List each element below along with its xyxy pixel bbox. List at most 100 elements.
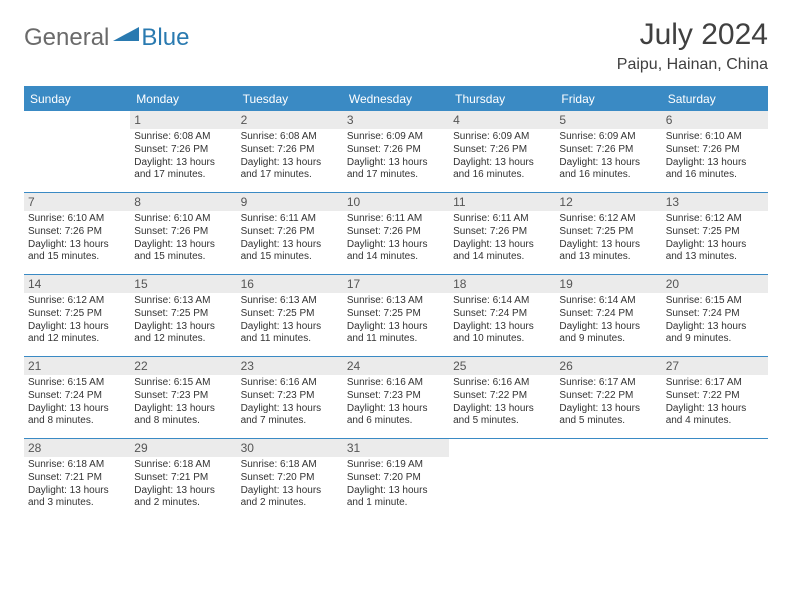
day-details: Sunrise: 6:13 AMSunset: 7:25 PMDaylight:… [347,295,445,346]
day-number: 6 [662,111,768,129]
day-cell: 2 Sunrise: 6:08 AMSunset: 7:26 PMDaylight… [237,111,343,193]
day-cell: 12 Sunrise: 6:12 AMSunset: 7:25 PMDayligh… [555,193,661,275]
day-details: Sunrise: 6:08 AMSunset: 7:26 PMDaylight:… [134,131,232,182]
weekday-header: Sunday [24,87,130,111]
header: General Blue July 2024 Paipu, Hainan, Ch… [24,18,768,74]
day-number: 22 [130,357,236,375]
calendar-page: General Blue July 2024 Paipu, Hainan, Ch… [0,0,792,535]
day-details: Sunrise: 6:10 AMSunset: 7:26 PMDaylight:… [666,131,764,182]
day-cell [24,111,130,193]
day-number: 5 [555,111,661,129]
day-cell: 16 Sunrise: 6:13 AMSunset: 7:25 PMDayligh… [237,275,343,357]
day-number: 16 [237,275,343,293]
day-cell: 1Sunrise: 6:08 AMSunset: 7:26 PMDaylight… [130,111,236,193]
day-number: 21 [24,357,130,375]
day-details: Sunrise: 6:09 AMSunset: 7:26 PMDaylight:… [347,131,445,182]
day-number: 11 [449,193,555,211]
day-number: 12 [555,193,661,211]
day-number: 8 [130,193,236,211]
day-number: 25 [449,357,555,375]
day-details: Sunrise: 6:09 AMSunset: 7:26 PMDaylight:… [559,131,657,182]
day-number: 19 [555,275,661,293]
day-cell: 22 Sunrise: 6:15 AMSunset: 7:23 PMDayligh… [130,357,236,439]
brand-logo: General Blue [24,24,189,52]
day-cell: 7Sunrise: 6:10 AMSunset: 7:26 PMDaylight… [24,193,130,275]
weekday-header-row: SundayMondayTuesdayWednesdayThursdayFrid… [24,87,768,111]
day-number: 31 [343,439,449,457]
day-details: Sunrise: 6:11 AMSunset: 7:26 PMDaylight:… [453,213,551,264]
day-details: Sunrise: 6:12 AMSunset: 7:25 PMDaylight:… [666,213,764,264]
weekday-header: Wednesday [343,87,449,111]
day-details: Sunrise: 6:13 AMSunset: 7:25 PMDaylight:… [241,295,339,346]
day-cell: 28 Sunrise: 6:18 AMSunset: 7:21 PMDayligh… [24,439,130,521]
location-text: Paipu, Hainan, China [617,56,768,74]
weekday-header: Monday [130,87,236,111]
brand-part2: Blue [141,24,189,52]
day-details: Sunrise: 6:16 AMSunset: 7:23 PMDaylight:… [241,377,339,428]
day-cell: 23 Sunrise: 6:16 AMSunset: 7:23 PMDayligh… [237,357,343,439]
day-number: 14 [24,275,130,293]
day-details: Sunrise: 6:18 AMSunset: 7:21 PMDaylight:… [134,459,232,510]
day-details: Sunrise: 6:14 AMSunset: 7:24 PMDaylight:… [453,295,551,346]
day-number: 18 [449,275,555,293]
weekday-header: Tuesday [237,87,343,111]
day-cell: 8 Sunrise: 6:10 AMSunset: 7:26 PMDaylight… [130,193,236,275]
day-cell: 14 Sunrise: 6:12 AMSunset: 7:25 PMDayligh… [24,275,130,357]
day-details: Sunrise: 6:17 AMSunset: 7:22 PMDaylight:… [559,377,657,428]
weekday-header: Thursday [449,87,555,111]
day-details: Sunrise: 6:15 AMSunset: 7:24 PMDaylight:… [666,295,764,346]
day-number: 26 [555,357,661,375]
day-number: 24 [343,357,449,375]
day-details: Sunrise: 6:11 AMSunset: 7:26 PMDaylight:… [241,213,339,264]
week-row: 7Sunrise: 6:10 AMSunset: 7:26 PMDaylight… [24,193,768,275]
day-number: 2 [237,111,343,129]
day-details: Sunrise: 6:10 AMSunset: 7:26 PMDaylight:… [28,213,126,264]
day-cell: 18 Sunrise: 6:14 AMSunset: 7:24 PMDayligh… [449,275,555,357]
day-cell: 4Sunrise: 6:09 AMSunset: 7:26 PMDaylight… [449,111,555,193]
day-number: 30 [237,439,343,457]
day-cell: 31 Sunrise: 6:19 AMSunset: 7:20 PMDayligh… [343,439,449,521]
day-number: 20 [662,275,768,293]
day-details: Sunrise: 6:19 AMSunset: 7:20 PMDaylight:… [347,459,445,510]
day-details: Sunrise: 6:10 AMSunset: 7:26 PMDaylight:… [134,213,232,264]
day-cell: 29Sunrise: 6:18 AMSunset: 7:21 PMDayligh… [130,439,236,521]
day-number: 3 [343,111,449,129]
day-details: Sunrise: 6:14 AMSunset: 7:24 PMDaylight:… [559,295,657,346]
day-cell [662,439,768,521]
day-cell: 13Sunrise: 6:12 AMSunset: 7:25 PMDayligh… [662,193,768,275]
day-cell [449,439,555,521]
day-number: 28 [24,439,130,457]
day-details: Sunrise: 6:15 AMSunset: 7:23 PMDaylight:… [134,377,232,428]
day-cell: 15Sunrise: 6:13 AMSunset: 7:25 PMDayligh… [130,275,236,357]
day-details: Sunrise: 6:12 AMSunset: 7:25 PMDaylight:… [28,295,126,346]
month-title: July 2024 [617,18,768,52]
title-block: July 2024 Paipu, Hainan, China [617,18,768,74]
week-row: 14 Sunrise: 6:12 AMSunset: 7:25 PMDayligh… [24,275,768,357]
day-cell: 6 Sunrise: 6:10 AMSunset: 7:26 PMDaylight… [662,111,768,193]
day-cell: 19 Sunrise: 6:14 AMSunset: 7:24 PMDayligh… [555,275,661,357]
day-cell: 25Sunrise: 6:16 AMSunset: 7:22 PMDayligh… [449,357,555,439]
day-number: 27 [662,357,768,375]
day-details: Sunrise: 6:15 AMSunset: 7:24 PMDaylight:… [28,377,126,428]
day-details: Sunrise: 6:18 AMSunset: 7:21 PMDaylight:… [28,459,126,510]
day-details: Sunrise: 6:08 AMSunset: 7:26 PMDaylight:… [241,131,339,182]
day-number: 4 [449,111,555,129]
day-cell: 3 Sunrise: 6:09 AMSunset: 7:26 PMDaylight… [343,111,449,193]
brand-triangle-icon [113,25,139,46]
day-cell: 27Sunrise: 6:17 AMSunset: 7:22 PMDayligh… [662,357,768,439]
day-cell: 11 Sunrise: 6:11 AMSunset: 7:26 PMDayligh… [449,193,555,275]
day-number: 10 [343,193,449,211]
day-details: Sunrise: 6:12 AMSunset: 7:25 PMDaylight:… [559,213,657,264]
weekday-header: Saturday [662,87,768,111]
day-number: 23 [237,357,343,375]
day-details: Sunrise: 6:11 AMSunset: 7:26 PMDaylight:… [347,213,445,264]
week-row: 1Sunrise: 6:08 AMSunset: 7:26 PMDaylight… [24,111,768,193]
week-row: 21 Sunrise: 6:15 AMSunset: 7:24 PMDayligh… [24,357,768,439]
day-cell: 17Sunrise: 6:13 AMSunset: 7:25 PMDayligh… [343,275,449,357]
brand-part1: General [24,24,109,52]
day-details: Sunrise: 6:16 AMSunset: 7:23 PMDaylight:… [347,377,445,428]
day-cell [555,439,661,521]
weekday-header: Friday [555,87,661,111]
day-cell: 5 Sunrise: 6:09 AMSunset: 7:26 PMDaylight… [555,111,661,193]
day-cell: 10 Sunrise: 6:11 AMSunset: 7:26 PMDayligh… [343,193,449,275]
